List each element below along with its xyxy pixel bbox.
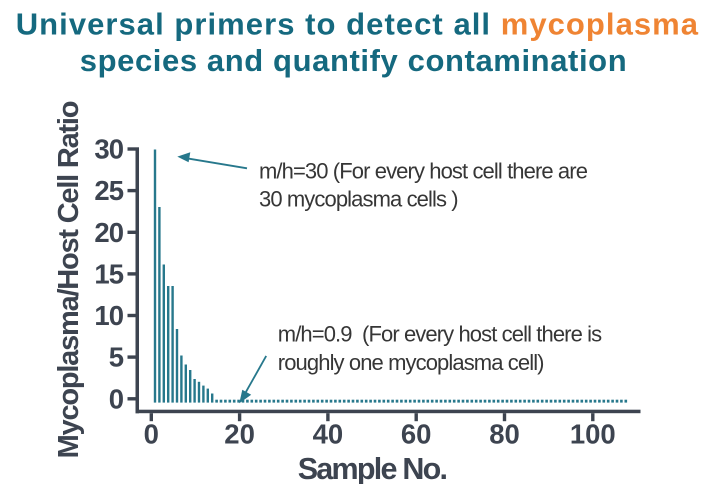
svg-text:60: 60 [401, 419, 432, 450]
svg-text:Universal primers to detect al: Universal primers to detect all mycoplas… [16, 6, 699, 41]
svg-text:10: 10 [94, 300, 123, 331]
svg-text:30: 30 [94, 134, 123, 165]
svg-text:Sample No.: Sample No. [298, 452, 447, 484]
svg-text:Mycoplasma/Host Cell Ratio: Mycoplasma/Host Cell Ratio [53, 101, 85, 458]
svg-text:roughly one mycoplasma cell): roughly one mycoplasma cell) [278, 350, 544, 375]
svg-text:15: 15 [94, 258, 123, 289]
svg-text:25: 25 [94, 175, 123, 206]
svg-text:0: 0 [109, 383, 124, 414]
svg-text:20: 20 [94, 217, 123, 248]
svg-text:m/h=0.9 (For every host cell: m/h=0.9 (For every host cell there is [278, 322, 602, 347]
svg-text:20: 20 [224, 419, 255, 450]
svg-text:species and quantify contamina: species and quantify contamination [80, 43, 628, 78]
svg-text:100: 100 [570, 419, 616, 450]
svg-text:40: 40 [313, 419, 344, 450]
svg-text:80: 80 [489, 419, 520, 450]
svg-text:0: 0 [144, 419, 159, 450]
svg-text:30 mycoplasma cells ): 30 mycoplasma cells ) [259, 187, 458, 212]
svg-text:m/h=30 (For every host cell th: m/h=30 (For every host cell there are [259, 158, 588, 183]
svg-text:5: 5 [109, 342, 124, 373]
